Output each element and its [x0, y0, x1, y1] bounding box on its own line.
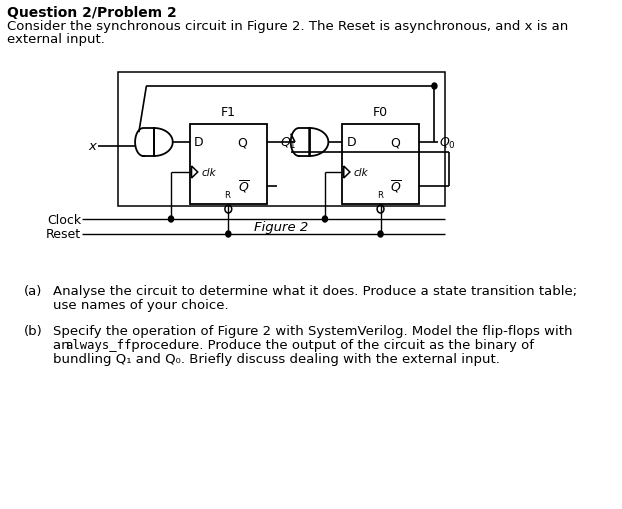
Text: Q: Q: [238, 136, 248, 149]
Text: D: D: [194, 136, 204, 149]
Text: external input.: external input.: [7, 33, 104, 46]
Circle shape: [322, 216, 328, 222]
Text: procedure. Produce the output of the circuit as the binary of: procedure. Produce the output of the cir…: [126, 338, 534, 351]
Text: Reset: Reset: [46, 228, 81, 241]
Text: Q: Q: [390, 136, 399, 149]
Text: always_ff: always_ff: [65, 338, 131, 351]
Text: F1: F1: [221, 106, 236, 119]
Text: R: R: [225, 191, 230, 200]
Circle shape: [226, 232, 231, 238]
Text: Figure 2: Figure 2: [254, 220, 309, 234]
Text: bundling Q₁ and Q₀. Briefly discuss dealing with the external input.: bundling Q₁ and Q₀. Briefly discuss deal…: [53, 352, 500, 365]
Bar: [118, 73, 445, 207]
Text: Analyse the circuit to determine what it does. Produce a state transition table;: Analyse the circuit to determine what it…: [53, 285, 577, 297]
Circle shape: [169, 216, 174, 222]
Text: clk: clk: [202, 167, 216, 178]
Text: $Q_1$: $Q_1$: [281, 135, 297, 150]
Text: Specify the operation of Figure 2 with SystemVerilog. Model the flip-flops with: Specify the operation of Figure 2 with S…: [53, 324, 572, 337]
Circle shape: [432, 84, 437, 90]
Text: x: x: [89, 140, 96, 153]
Text: (a): (a): [24, 285, 42, 297]
Text: Consider the synchronous circuit in Figure 2. The Reset is asynchronous, and x i: Consider the synchronous circuit in Figu…: [7, 20, 568, 33]
Text: F0: F0: [373, 106, 388, 119]
Bar: [342, 125, 419, 205]
Text: (b): (b): [24, 324, 43, 337]
Circle shape: [378, 232, 383, 238]
Text: $\overline{Q}$: $\overline{Q}$: [390, 179, 402, 195]
Text: $Q_0$: $Q_0$: [439, 135, 455, 150]
Text: D: D: [346, 136, 356, 149]
Text: an: an: [53, 338, 74, 351]
Text: R: R: [377, 191, 383, 200]
Bar: [190, 125, 267, 205]
Text: Question 2/Problem 2: Question 2/Problem 2: [7, 6, 177, 20]
Text: clk: clk: [354, 167, 369, 178]
Text: Clock: Clock: [47, 213, 81, 226]
Text: use names of your choice.: use names of your choice.: [53, 298, 229, 312]
Text: $\overline{Q}$: $\overline{Q}$: [238, 179, 249, 195]
